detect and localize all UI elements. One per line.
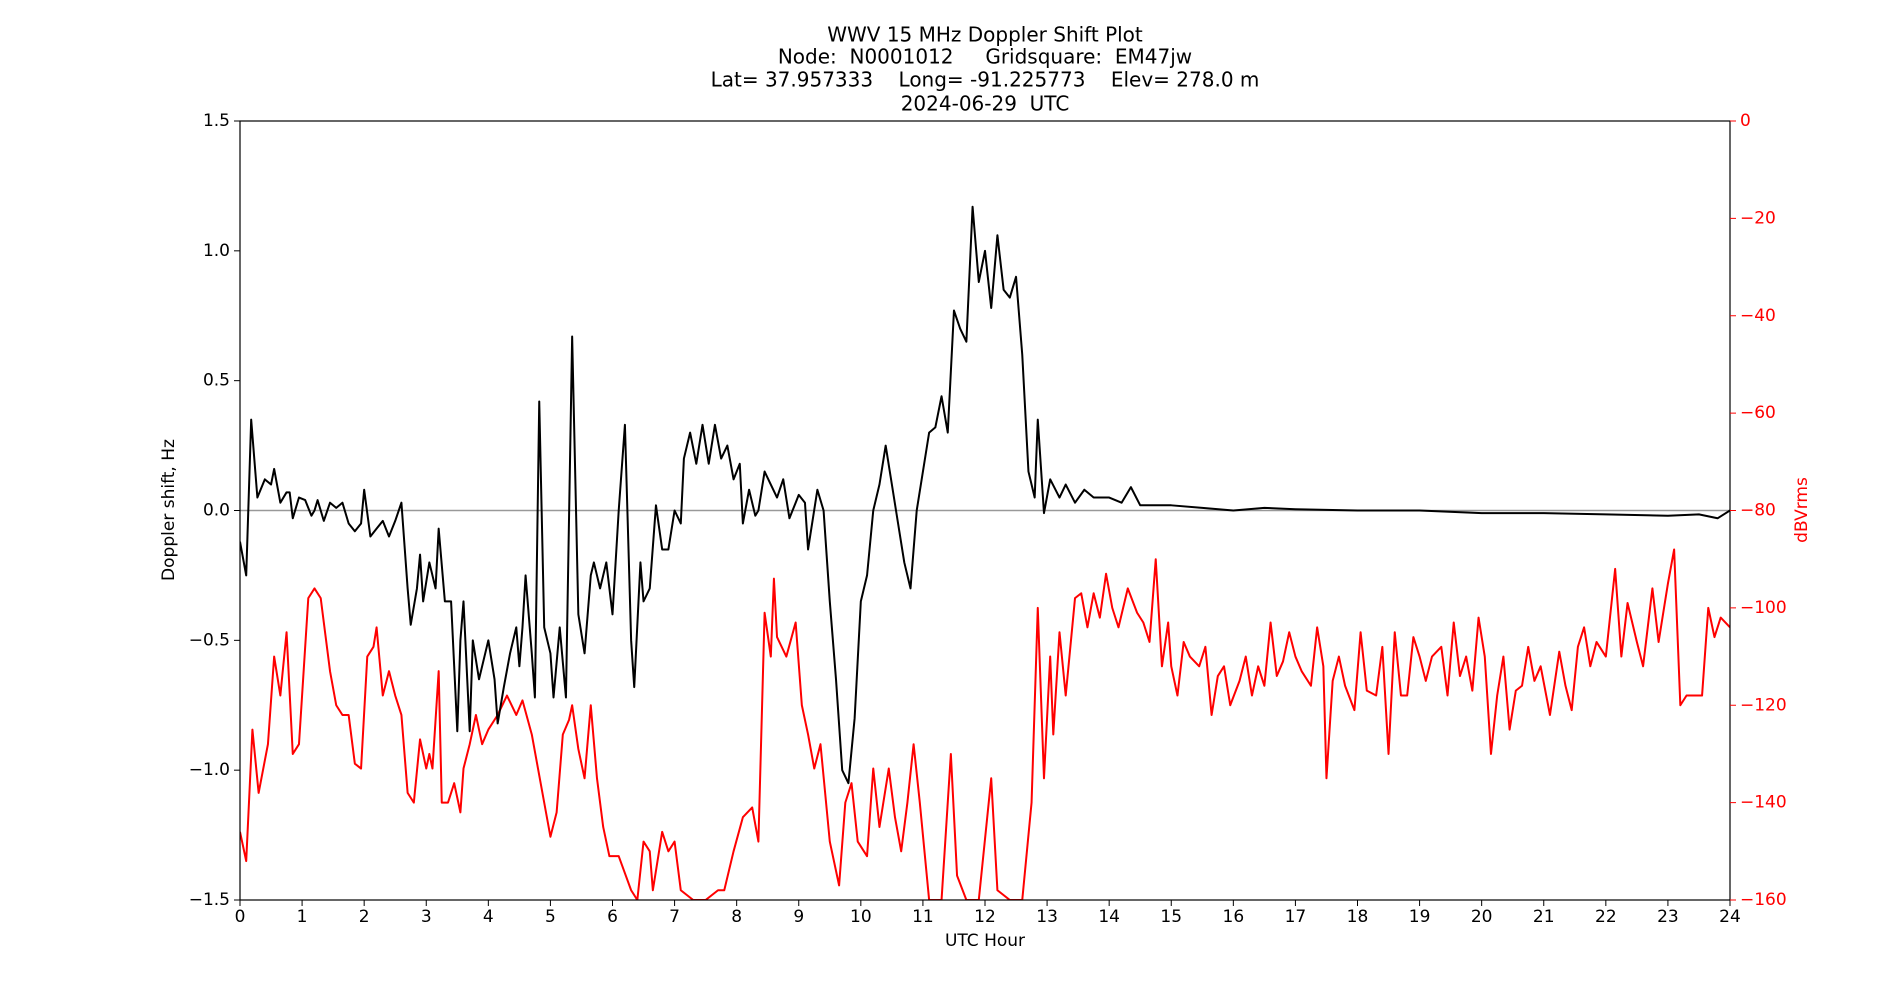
y-tick-label: 0.0	[203, 501, 230, 521]
x-tick-label: 12	[974, 907, 996, 927]
y2-tick-label: 0	[1740, 111, 1751, 131]
chart-title: Lat= 37.957333 Long= -91.225773 Elev= 27…	[711, 68, 1260, 92]
x-tick-label: 3	[421, 907, 432, 927]
y2-tick-label: −120	[1740, 695, 1787, 715]
chart-title: Node: N0001012 Gridsquare: EM47jw	[778, 45, 1192, 69]
y-axis-label: Doppler shift, Hz	[159, 439, 179, 581]
series-line	[240, 205, 1730, 785]
y2-tick-label: −100	[1740, 598, 1787, 618]
y-tick-label: −1.0	[189, 760, 230, 780]
x-tick-label: 15	[1160, 907, 1182, 927]
y2-tick-label: −80	[1740, 501, 1776, 521]
x-tick-label: 17	[1285, 907, 1307, 927]
y2-tick-label: −160	[1740, 890, 1787, 910]
y-tick-label: −1.5	[189, 890, 230, 910]
plot-area	[240, 205, 1730, 900]
y-tick-label: 1.5	[203, 111, 230, 131]
x-tick-label: 10	[850, 907, 872, 927]
x-tick-label: 13	[1036, 907, 1058, 927]
x-tick-label: 2	[359, 907, 370, 927]
chart-title: WWV 15 MHz Doppler Shift Plot	[827, 23, 1143, 47]
y-tick-label: −0.5	[189, 630, 230, 650]
y2-axis-label: dBVrms	[1792, 477, 1812, 543]
x-tick-label: 5	[545, 907, 556, 927]
x-tick-label: 22	[1595, 907, 1617, 927]
x-tick-label: 4	[483, 907, 494, 927]
axes: 0 1 2 3 4 5 6 7 8 9 10 11 12 13 14 15 16 17 18 19 20 21 22 23 24…	[189, 111, 1787, 927]
x-tick-label: 16	[1223, 907, 1245, 927]
x-tick-label: 6	[607, 907, 618, 927]
x-tick-label: 14	[1098, 907, 1120, 927]
series-line	[240, 548, 1730, 900]
y2-tick-label: −40	[1740, 306, 1776, 326]
x-tick-label: 18	[1347, 907, 1369, 927]
y2-tick-label: −20	[1740, 208, 1776, 228]
x-tick-label: 0	[235, 907, 246, 927]
x-tick-label: 8	[731, 907, 742, 927]
x-tick-label: 9	[793, 907, 804, 927]
x-tick-label: 24	[1719, 907, 1741, 927]
y2-tick-label: −60	[1740, 403, 1776, 423]
x-tick-label: 1	[297, 907, 308, 927]
x-axis-label: UTC Hour	[945, 931, 1025, 951]
x-tick-label: 11	[912, 907, 934, 927]
x-tick-label: 19	[1409, 907, 1431, 927]
y-tick-label: 0.5	[203, 371, 230, 391]
x-tick-label: 20	[1471, 907, 1493, 927]
y-tick-label: 1.0	[203, 241, 230, 261]
x-tick-label: 21	[1533, 907, 1555, 927]
chart-title: 2024-06-29 UTC	[901, 92, 1070, 116]
y2-tick-label: −140	[1740, 793, 1787, 813]
x-tick-label: 7	[669, 907, 680, 927]
x-tick-label: 23	[1657, 907, 1679, 927]
